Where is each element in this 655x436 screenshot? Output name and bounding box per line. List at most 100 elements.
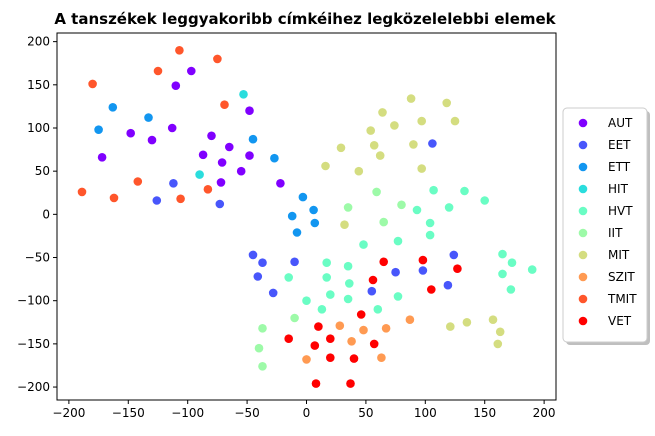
data-point-szit	[381, 324, 391, 333]
y-tick-label: 50	[35, 164, 50, 178]
y-tick-label: −50	[25, 251, 50, 265]
data-point-hit	[239, 90, 248, 99]
data-point-hvt	[345, 279, 354, 288]
data-point-vet	[284, 334, 294, 344]
legend-marker-szit	[578, 272, 588, 282]
data-point-hvt	[444, 203, 454, 212]
data-point-mit	[417, 164, 427, 173]
legend-label-tmit: TMIT	[607, 292, 637, 306]
data-point-hvt	[527, 265, 537, 274]
data-point-hvt	[322, 273, 332, 282]
y-tick-label: −200	[17, 380, 50, 394]
data-point-vet	[326, 353, 335, 363]
data-point-hvt	[393, 236, 403, 246]
data-point-iit	[372, 187, 381, 197]
data-point-hvt	[343, 261, 353, 271]
data-point-vet	[427, 285, 436, 294]
data-point-mit	[495, 327, 505, 337]
data-point-mit	[488, 315, 498, 325]
data-point-ett	[144, 113, 153, 122]
data-point-hvt	[284, 273, 294, 282]
legend-marker-vet	[578, 316, 588, 326]
y-tick-label: −100	[17, 294, 50, 308]
data-point-ett	[310, 218, 320, 228]
data-point-aut	[217, 158, 227, 167]
data-point-vet	[368, 275, 378, 285]
x-tick-label: 0	[303, 406, 311, 420]
x-tick-label: −50	[234, 406, 259, 420]
data-point-mit	[450, 116, 460, 126]
data-point-eet	[443, 280, 453, 290]
data-point-szit	[377, 353, 386, 363]
data-point-hvt	[302, 296, 311, 306]
data-point-hvt	[322, 258, 332, 268]
data-point-ett	[292, 228, 302, 237]
y-tick-label: −150	[17, 337, 50, 351]
data-point-mit	[446, 322, 455, 331]
data-point-hvt	[359, 240, 368, 249]
data-point-ett	[94, 125, 103, 134]
data-point-mit	[493, 339, 503, 349]
data-point-eet	[418, 266, 428, 275]
legend-box	[562, 107, 648, 343]
data-point-mit	[369, 141, 379, 150]
data-point-eet	[248, 250, 258, 260]
plot-area-frame	[56, 32, 557, 401]
data-point-mit	[442, 98, 452, 108]
data-point-aut	[147, 135, 157, 145]
data-point-tmit	[220, 100, 229, 109]
data-point-iit	[397, 200, 406, 210]
data-point-aut	[236, 166, 246, 176]
x-tick-label: 150	[473, 406, 496, 420]
data-point-vet	[314, 322, 323, 331]
data-point-vet	[349, 354, 359, 363]
data-point-mit	[366, 126, 376, 135]
data-point-ett	[248, 134, 258, 144]
points-layer	[77, 46, 537, 388]
legend-label-mit: MIT	[608, 248, 630, 262]
data-point-eet	[215, 199, 225, 209]
data-point-aut	[167, 123, 177, 133]
data-point-tmit	[175, 46, 184, 55]
data-point-vet	[453, 264, 462, 274]
data-point-mit	[378, 108, 387, 117]
data-point-hvt	[498, 269, 507, 279]
data-point-aut	[245, 151, 254, 160]
data-point-tmit	[176, 194, 185, 204]
data-point-mit	[406, 94, 416, 103]
y-tick-label: 100	[27, 121, 50, 135]
legend-marker-hvt	[578, 206, 588, 216]
data-point-hvt	[480, 196, 490, 205]
data-point-tmit	[109, 193, 119, 203]
data-point-tmit	[77, 187, 87, 197]
data-point-hvt	[506, 285, 516, 294]
data-point-tmit	[88, 79, 97, 89]
data-point-aut	[97, 153, 107, 162]
data-point-aut	[225, 142, 234, 152]
data-point-hvt	[393, 292, 403, 301]
y-tick-label: 0	[42, 207, 50, 221]
legend-marker-mit	[578, 250, 588, 260]
data-point-hvt	[343, 294, 353, 304]
x-tick-label: −150	[112, 406, 145, 420]
data-point-aut	[171, 81, 181, 90]
data-point-ett	[287, 211, 297, 221]
x-tick-label: 50	[358, 406, 373, 420]
data-point-vet	[310, 341, 320, 350]
x-tick-label: −100	[171, 406, 204, 420]
legend-label-hvt: HVT	[608, 204, 633, 218]
data-point-mit	[375, 151, 385, 160]
data-point-tmit	[213, 54, 222, 64]
y-tick-label: 150	[27, 78, 50, 92]
data-point-tmit	[133, 177, 143, 186]
data-point-hvt	[507, 258, 517, 268]
legend-label-aut: AUT	[608, 116, 633, 130]
data-point-aut	[187, 66, 196, 76]
data-point-hvt	[460, 186, 469, 196]
data-point-aut	[245, 106, 254, 115]
data-point-hit	[195, 170, 204, 179]
data-point-hvt	[425, 218, 435, 228]
data-point-eet	[367, 286, 377, 296]
data-point-mit	[417, 116, 427, 126]
data-point-mit	[462, 318, 472, 327]
